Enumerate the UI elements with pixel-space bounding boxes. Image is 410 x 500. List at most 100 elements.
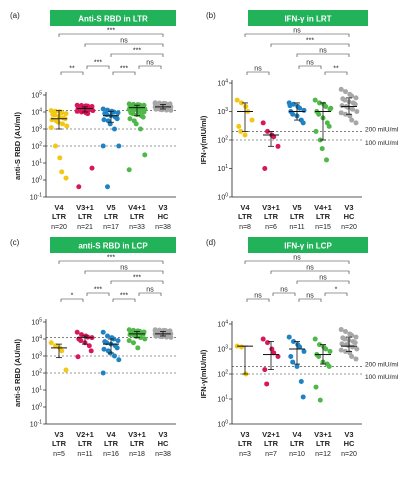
- data-point: [317, 342, 322, 348]
- data-point: [239, 100, 244, 106]
- x-tick-label: LTR: [290, 212, 305, 221]
- significance-label: ns: [146, 60, 154, 67]
- comparison-bracket: [244, 33, 350, 37]
- data-point: [127, 116, 133, 122]
- x-tick-label: V3: [158, 203, 167, 212]
- data-point: [55, 119, 61, 125]
- data-point: [137, 108, 143, 114]
- data-point: [112, 353, 117, 359]
- comparison-bracket: [112, 298, 136, 302]
- y-tick-label: 10-1: [30, 420, 42, 429]
- significance-label: ***: [94, 287, 102, 294]
- data-point: [105, 184, 110, 190]
- data-point: [138, 335, 143, 341]
- data-point: [288, 354, 294, 360]
- data-point: [328, 105, 334, 111]
- group-n-label: n=6: [265, 224, 277, 231]
- data-point: [53, 108, 58, 114]
- comparison-bracket: [296, 280, 350, 284]
- data-point: [168, 334, 174, 340]
- data-point: [79, 332, 84, 338]
- y-axis-label: anti-S RBD (AU/ml): [13, 339, 22, 407]
- data-point: [301, 348, 307, 354]
- x-tick-label: V3+1: [76, 203, 94, 212]
- y-tick-label: 101: [31, 386, 42, 395]
- data-point: [63, 175, 69, 181]
- significance-label: ns: [120, 38, 128, 45]
- group-n-label: n=38: [155, 224, 171, 231]
- group-n-label: n=20: [341, 451, 357, 458]
- x-tick-label: V3+1: [128, 430, 146, 439]
- group-n-label: n=20: [341, 224, 357, 231]
- data-point: [343, 111, 348, 117]
- chart-title-box: [248, 10, 368, 26]
- data-point: [243, 103, 249, 109]
- reference-line-label: 200 mIU/ml: [365, 361, 399, 368]
- comparison-bracket: [270, 270, 350, 274]
- data-point: [317, 100, 322, 106]
- data-point: [260, 120, 266, 126]
- panel-label: (a): [10, 11, 20, 20]
- data-point: [114, 116, 120, 122]
- x-tick-label: LTR: [52, 439, 67, 448]
- chart-title: anti-S RBD in LCP: [78, 242, 148, 251]
- data-point: [275, 354, 281, 360]
- chart-panel-1: (a) Anti-S RBD in LTR 10-1 100 101 102 103 104 1…: [10, 10, 176, 231]
- y-tick-label: 100: [217, 193, 228, 202]
- comparison-bracket: [86, 65, 110, 69]
- data-point: [112, 126, 117, 132]
- group-n-label: n=38: [155, 451, 171, 458]
- y-tick-label: 102: [31, 369, 42, 378]
- data-point: [57, 155, 63, 161]
- group-n-label: n=7: [265, 451, 277, 458]
- data-point: [135, 345, 141, 351]
- x-tick-label: LTR: [78, 439, 93, 448]
- x-tick-label: V3: [344, 430, 353, 439]
- panel-label: (d): [206, 238, 216, 247]
- y-axis-label: anti-S RBD (AU/ml): [13, 112, 22, 180]
- comparison-bracket: [58, 33, 164, 37]
- data-point: [101, 117, 107, 123]
- data-point: [100, 106, 106, 112]
- data-point: [345, 342, 351, 348]
- data-point: [89, 165, 95, 171]
- x-tick-label: V4: [292, 430, 302, 439]
- significance-label: ns: [319, 275, 327, 282]
- significance-label: ns: [319, 48, 327, 55]
- group-n-label: n=18: [129, 451, 145, 458]
- y-tick-label: 100: [31, 176, 42, 185]
- y-axis-label: IFN-γ(mIU/ml): [199, 115, 208, 164]
- y-tick-label: 100: [31, 403, 42, 412]
- significance-label: **: [333, 66, 339, 73]
- data-point: [111, 109, 117, 115]
- group-n-label: n=33: [129, 224, 145, 231]
- data-point: [343, 329, 348, 335]
- data-point: [131, 102, 136, 108]
- panel-label: (b): [206, 11, 216, 20]
- reference-line-label: 200 mIU/ml: [365, 126, 399, 133]
- comparison-bracket: [246, 71, 270, 75]
- reference-line-label: 100 mIU/ml: [365, 140, 399, 147]
- data-point: [64, 123, 70, 129]
- data-point: [133, 121, 139, 127]
- data-point: [52, 112, 58, 118]
- y-axis-label: IFN-γ(mIU/ml): [199, 349, 208, 398]
- data-point: [156, 105, 162, 111]
- data-point: [74, 329, 80, 335]
- x-tick-label: LTR: [130, 439, 145, 448]
- data-point: [317, 397, 323, 403]
- data-point: [347, 113, 353, 119]
- y-tick-label: 103: [31, 125, 42, 134]
- x-tick-label: V5: [106, 203, 115, 212]
- data-point: [88, 348, 94, 354]
- data-point: [60, 121, 65, 127]
- x-tick-label: LTR: [104, 439, 119, 448]
- data-point: [323, 346, 329, 352]
- data-point: [239, 344, 244, 350]
- x-tick-label: V3: [240, 430, 249, 439]
- significance-label: ns: [306, 265, 314, 272]
- data-point: [260, 336, 266, 342]
- x-tick-label: V3+1: [262, 203, 280, 212]
- y-tick-label: 104: [217, 79, 228, 88]
- y-tick-label: 10-1: [30, 193, 42, 202]
